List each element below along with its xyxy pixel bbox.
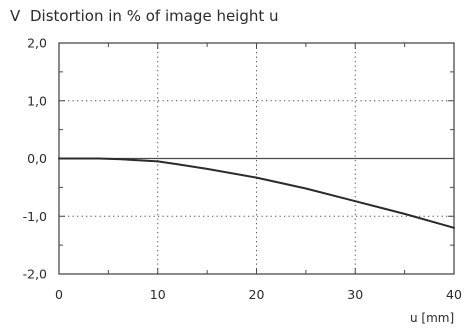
y-tick-label: 0,0 — [27, 151, 47, 166]
y-tick-label: -1,0 — [23, 209, 47, 224]
grid-lines — [59, 43, 454, 274]
x-tick-label: 0 — [55, 287, 63, 302]
x-tick-label: 10 — [150, 287, 166, 302]
axis-ticks: 2,0 1,0 0,0 -1,0 -2,0 0 10 20 30 40 — [23, 36, 462, 303]
x-tick-label: 30 — [347, 287, 363, 302]
y-tick-label: 1,0 — [27, 93, 47, 108]
chart-title: Distortion in % of image height u — [30, 7, 279, 25]
x-axis-label: u [mm] — [410, 311, 454, 325]
x-tick-label: 40 — [446, 287, 462, 302]
y-axis-label: V — [10, 7, 21, 25]
y-tick-label: 2,0 — [27, 36, 47, 51]
y-tick-label: -2,0 — [23, 267, 47, 282]
distortion-curve — [58, 157, 455, 229]
x-tick-label: 20 — [249, 287, 265, 302]
series-lines — [58, 157, 455, 229]
